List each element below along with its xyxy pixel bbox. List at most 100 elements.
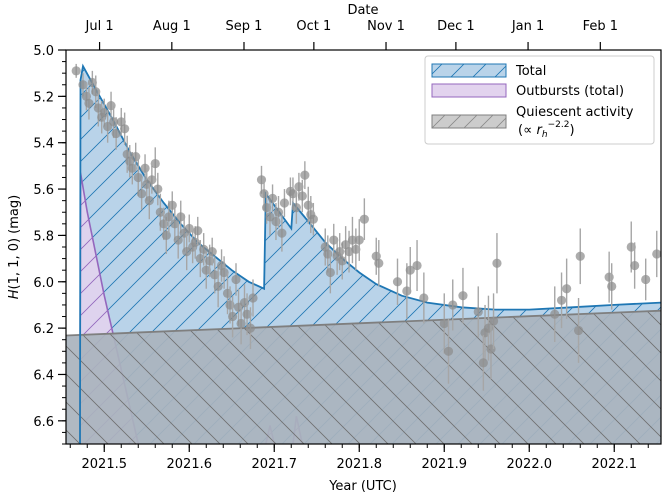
point-marker bbox=[443, 346, 454, 356]
point-marker bbox=[402, 286, 412, 296]
observation-point bbox=[405, 247, 415, 294]
point-marker bbox=[337, 256, 347, 266]
point-marker bbox=[300, 170, 310, 180]
point-marker bbox=[201, 265, 211, 275]
point-marker bbox=[213, 281, 223, 291]
point-marker bbox=[78, 80, 88, 90]
point-marker bbox=[137, 189, 147, 199]
observation-point bbox=[448, 279, 458, 331]
observation-point bbox=[161, 216, 171, 254]
point-marker bbox=[652, 249, 661, 259]
observation-point bbox=[575, 228, 585, 285]
point-marker bbox=[630, 260, 640, 271]
point-marker bbox=[279, 198, 290, 208]
observation-point bbox=[273, 196, 284, 229]
y-tick-label: 6.0 bbox=[33, 276, 54, 291]
y-axis-left: 5.0 5.2 5.4 5.6 5.8 6.0 6.2 6.4 6.6 bbox=[33, 44, 66, 445]
observation-point bbox=[550, 286, 560, 343]
point-marker bbox=[354, 235, 364, 245]
top-tick-label: Nov 1 bbox=[367, 19, 405, 34]
observation-point bbox=[111, 117, 121, 150]
top-axis-title: Date bbox=[347, 3, 378, 18]
observation-point bbox=[291, 191, 301, 224]
observation-point bbox=[248, 279, 258, 317]
point-marker bbox=[405, 265, 415, 275]
point-marker bbox=[273, 207, 284, 217]
x-tick-label: 2021.8 bbox=[337, 457, 383, 472]
observation-point bbox=[329, 223, 339, 257]
top-tick-label: Jan 1 bbox=[511, 19, 544, 34]
legend: Total Outbursts (total) Quiescent activi… bbox=[424, 55, 655, 145]
point-marker bbox=[351, 244, 361, 254]
point-marker bbox=[492, 258, 502, 268]
legend-label-quiescent: Quiescent activity bbox=[516, 105, 634, 120]
point-marker bbox=[262, 203, 272, 213]
observation-point bbox=[412, 240, 422, 292]
x-axis-top: Jul 1 Aug 1 Sep 1 Oct 1 Nov 1 Dec 1 Jan 1 Feb 1 bbox=[85, 19, 618, 50]
point-marker bbox=[291, 203, 301, 213]
point-marker bbox=[374, 258, 384, 268]
point-marker bbox=[155, 207, 165, 217]
observation-point bbox=[207, 237, 217, 266]
observation-point bbox=[473, 286, 483, 338]
legend-item-total: Total bbox=[431, 63, 546, 79]
observation-point bbox=[167, 191, 177, 220]
point-marker bbox=[359, 214, 369, 224]
observation-point bbox=[267, 184, 278, 213]
observation-point bbox=[443, 318, 454, 384]
point-marker bbox=[210, 270, 220, 280]
point-marker bbox=[488, 316, 499, 326]
point-marker bbox=[641, 274, 651, 285]
point-marker bbox=[473, 307, 483, 317]
top-tick-label: Jul 1 bbox=[85, 19, 114, 34]
point-marker bbox=[245, 323, 256, 333]
point-marker bbox=[147, 175, 157, 185]
observation-point bbox=[236, 302, 246, 345]
point-marker bbox=[228, 311, 238, 322]
point-marker bbox=[448, 300, 458, 310]
point-marker bbox=[87, 77, 97, 88]
point-marker bbox=[120, 124, 130, 134]
observation-point bbox=[573, 297, 584, 363]
y-tick-label: 6.4 bbox=[33, 368, 54, 383]
point-marker bbox=[347, 235, 358, 245]
legend-sublabel-prefix: (∝ bbox=[518, 123, 537, 138]
point-marker bbox=[193, 226, 203, 236]
observation-point bbox=[84, 87, 94, 120]
point-marker bbox=[161, 230, 171, 241]
observation-point bbox=[492, 233, 502, 294]
point-marker bbox=[419, 293, 429, 303]
observation-point bbox=[325, 251, 335, 294]
point-marker bbox=[412, 260, 422, 271]
observation-point bbox=[213, 265, 223, 308]
top-tick-label: Feb 1 bbox=[583, 19, 618, 34]
point-marker bbox=[195, 253, 205, 264]
point-marker bbox=[248, 293, 258, 303]
observation-point bbox=[99, 98, 109, 127]
point-marker bbox=[341, 240, 351, 250]
point-marker bbox=[562, 284, 572, 294]
point-marker bbox=[329, 235, 339, 245]
point-marker bbox=[153, 184, 163, 194]
y-tick-label: 5.2 bbox=[33, 90, 54, 105]
point-marker bbox=[84, 98, 94, 108]
observation-point bbox=[279, 189, 290, 217]
observation-point bbox=[354, 219, 364, 261]
top-tick-label: Sep 1 bbox=[226, 19, 263, 34]
point-marker bbox=[607, 281, 617, 291]
observation-point bbox=[556, 272, 567, 329]
point-marker bbox=[99, 107, 109, 118]
legend-sublabel-index: h bbox=[542, 130, 548, 140]
observation-point bbox=[419, 272, 429, 324]
point-marker bbox=[277, 228, 287, 238]
point-marker bbox=[164, 212, 174, 222]
point-marker bbox=[573, 325, 584, 336]
observation-points bbox=[71, 63, 661, 391]
observation-point bbox=[488, 293, 499, 349]
y-tick-label: 6.2 bbox=[33, 322, 54, 337]
observation-point bbox=[153, 172, 163, 206]
point-marker bbox=[288, 189, 298, 199]
observation-point bbox=[137, 177, 147, 210]
x-axis-bottom: 2021.5 2021.6 2021.7 2021.8 2021.9 2022.0 2022… bbox=[69, 444, 649, 472]
point-marker bbox=[478, 358, 488, 368]
